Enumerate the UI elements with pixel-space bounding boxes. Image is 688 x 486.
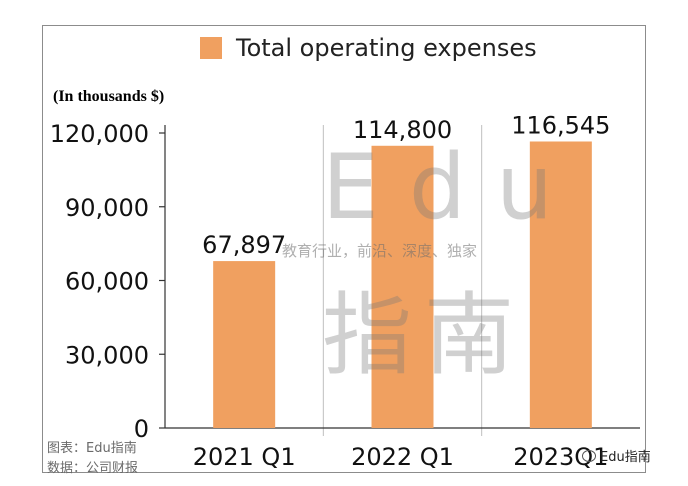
legend-swatch [200,37,222,59]
x-tick-label: 2022 Q1 [351,443,454,471]
footnote-chart-by: 图表：Edu指南 [47,441,137,456]
wechat-icon [582,449,596,462]
bar [529,141,592,429]
bar [371,145,434,429]
legend: Total operating expenses [200,34,537,62]
x-tick-label: 2021 Q1 [193,443,296,471]
chart-frame [42,25,646,473]
y-tick-label: 60,000 [65,268,149,296]
credit-handle: Edu指南 [600,450,651,465]
footnote-source: 数据：公司财报 [47,461,139,476]
y-tick-label: 0 [134,415,149,443]
credit: Edu指南 [582,446,651,465]
y-tick-label: 90,000 [65,194,149,222]
bar [213,261,276,428]
legend-label: Total operating expenses [236,34,537,62]
data-label: 67,897 [202,231,286,259]
y-tick-label: 30,000 [65,341,149,369]
units-note: (In thousands $) [53,88,165,105]
data-label: 116,545 [511,111,610,139]
data-label: 114,800 [353,116,452,144]
y-tick-label: 120,000 [50,120,149,148]
